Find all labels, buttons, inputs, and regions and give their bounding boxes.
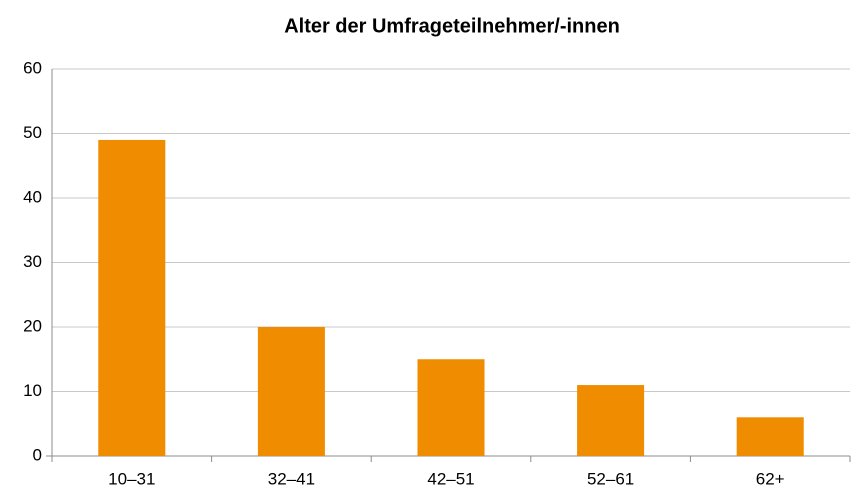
bar — [577, 385, 645, 456]
y-tick-label: 30 — [23, 252, 42, 271]
y-tick-label: 50 — [23, 123, 42, 142]
bar — [417, 359, 485, 456]
x-tick-label: 52–61 — [587, 469, 634, 488]
chart-title: Alter der Umfrageteilnehmer/-innen — [284, 15, 620, 37]
y-tick-label: 10 — [23, 381, 42, 400]
bar — [736, 417, 804, 456]
y-tick-label: 40 — [23, 187, 42, 206]
y-tick-label: 20 — [23, 316, 42, 335]
y-tick-label: 60 — [23, 58, 42, 77]
x-tick-label: 62+ — [756, 469, 785, 488]
bar — [98, 139, 166, 456]
x-tick-label: 42–51 — [427, 469, 474, 488]
x-tick-label: 32–41 — [268, 469, 315, 488]
y-tick-label: 0 — [33, 445, 42, 464]
bar — [257, 327, 325, 456]
x-tick-label: 10–31 — [108, 469, 155, 488]
